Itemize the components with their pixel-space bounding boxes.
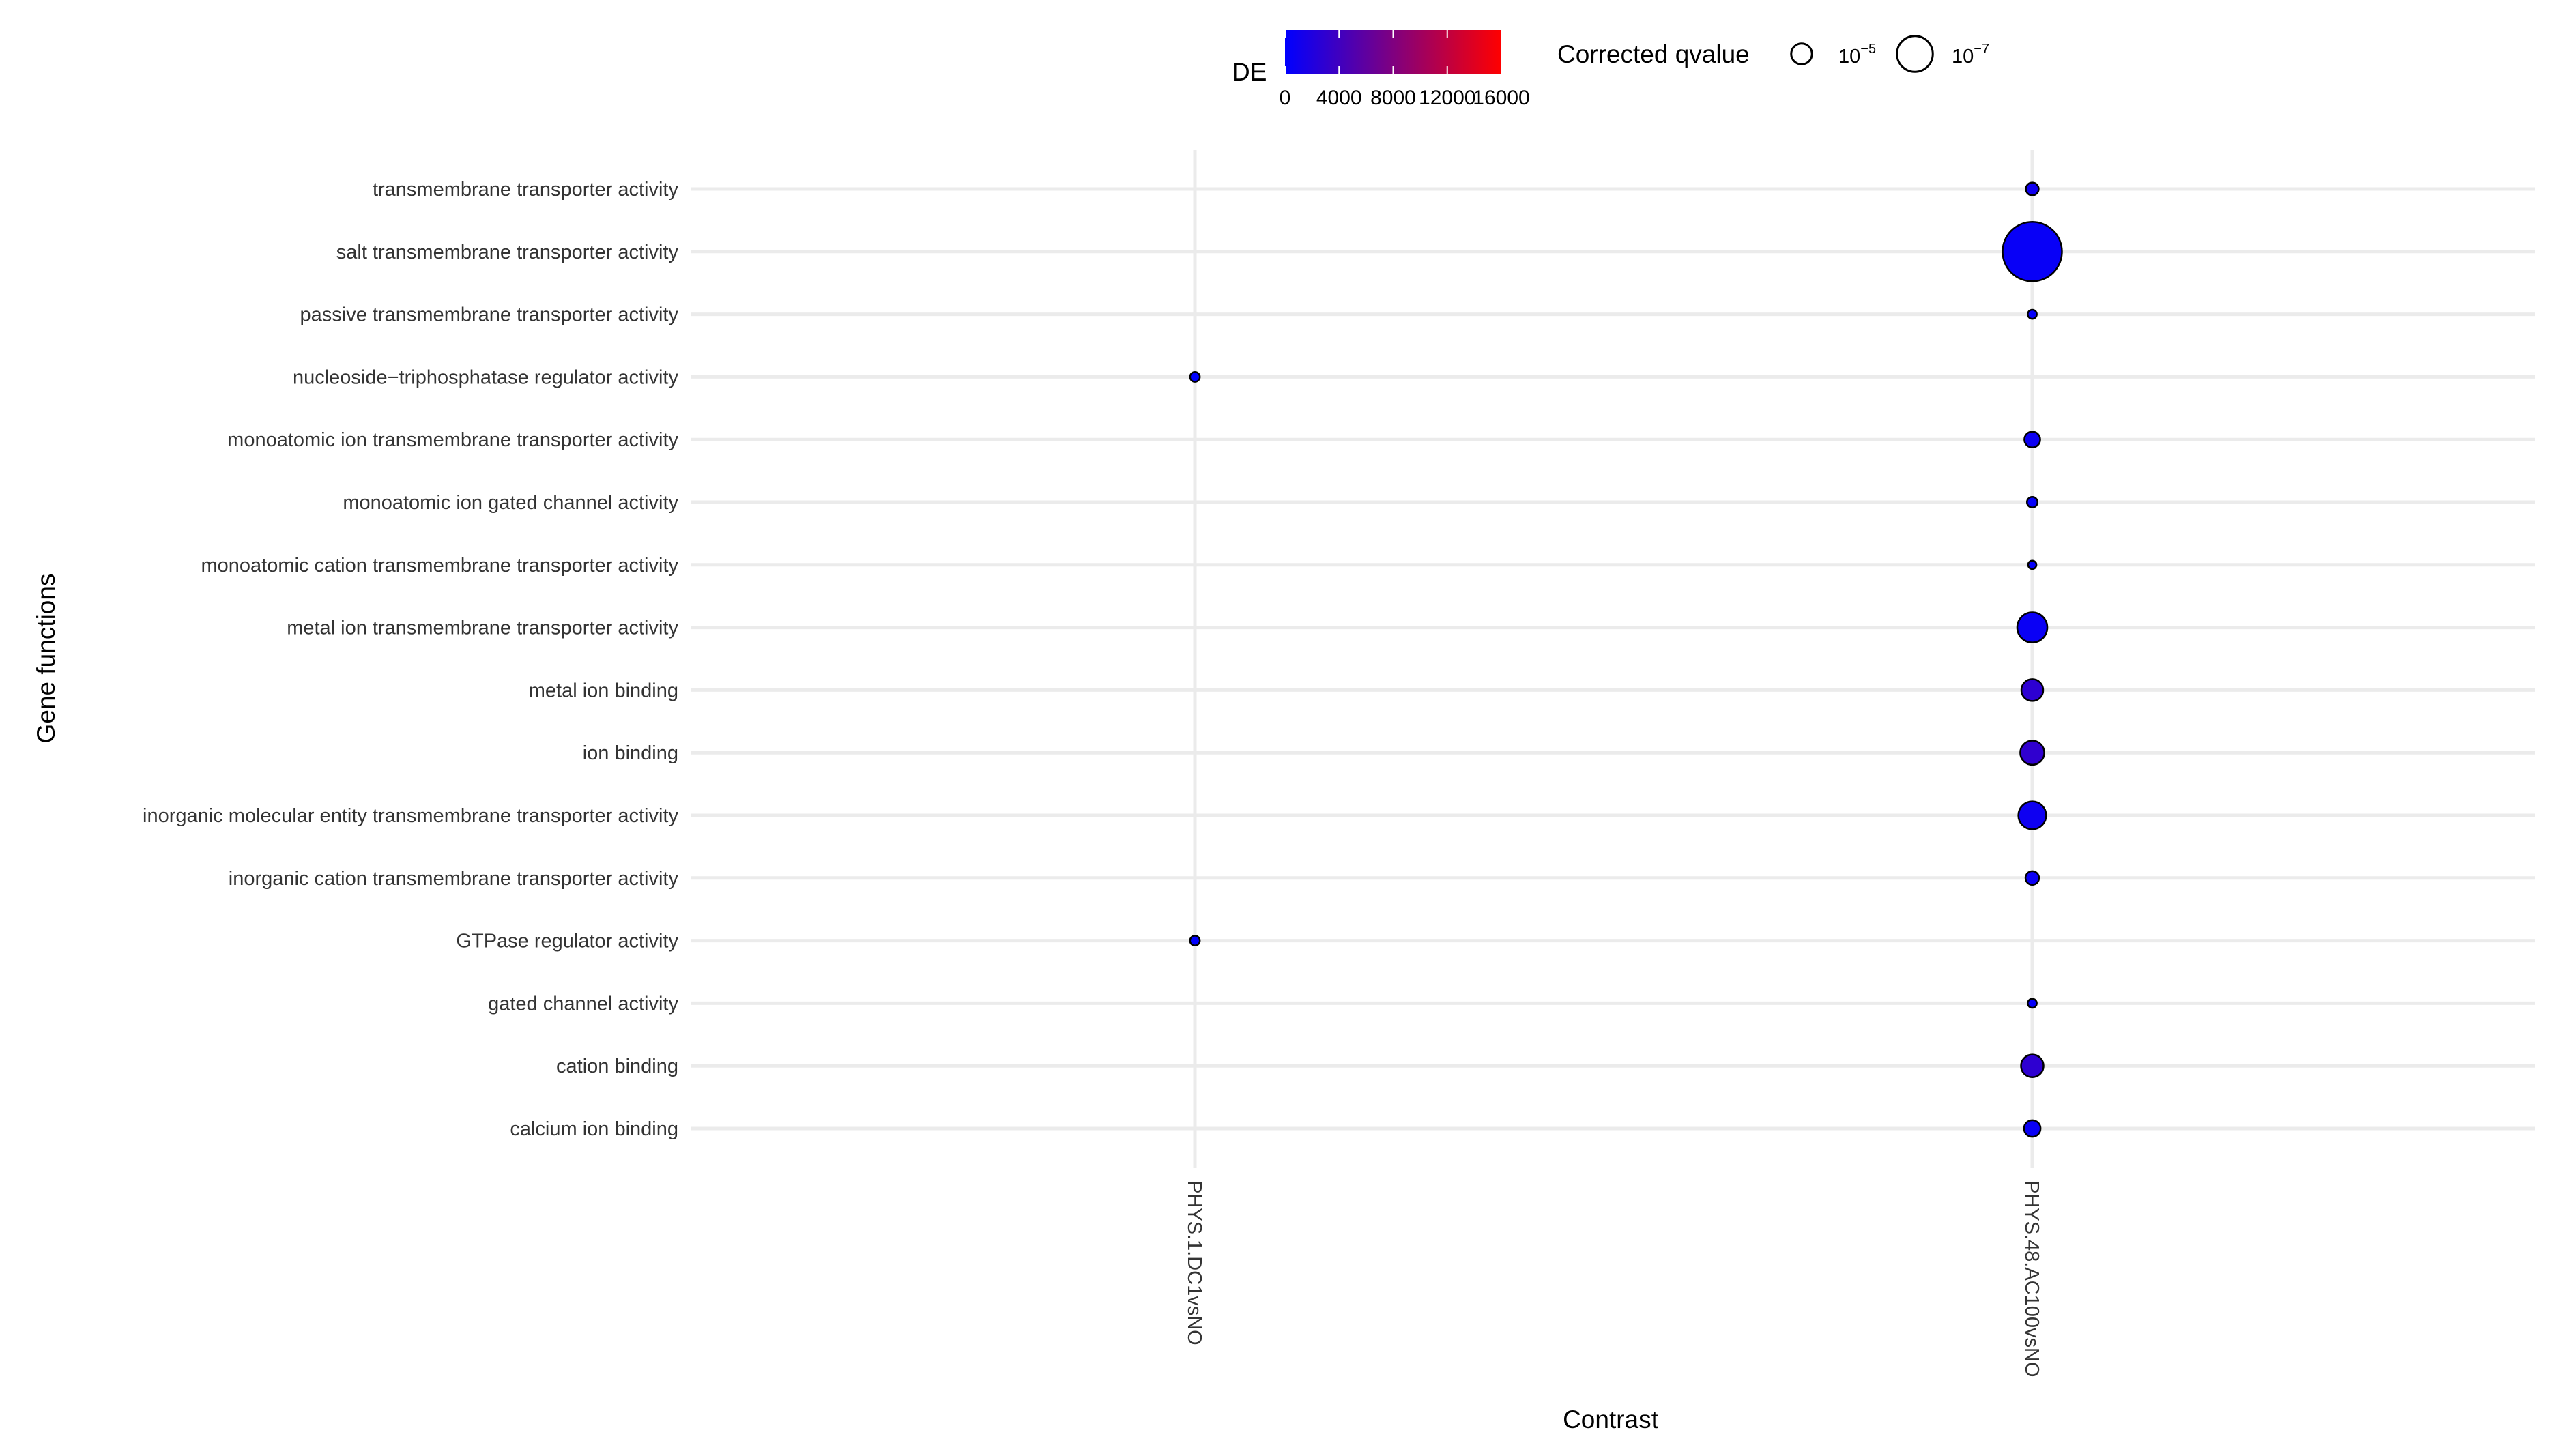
color-legend-tick-label: 0	[1280, 87, 1291, 109]
data-point	[2020, 678, 2045, 702]
y-tick-label: monoatomic cation transmembrane transpor…	[201, 555, 678, 577]
y-tick-label: gated channel activity	[488, 993, 678, 1015]
y-tick-label: passive transmembrane transporter activi…	[300, 304, 679, 326]
data-point	[2017, 800, 2047, 830]
data-point	[1189, 935, 1201, 947]
data-point	[2002, 221, 2063, 282]
size-legend-label: 10−5	[1838, 42, 1876, 68]
y-tick-label: inorganic molecular entity transmembrane…	[143, 805, 678, 827]
data-point	[2026, 496, 2038, 508]
data-point	[2024, 870, 2040, 886]
data-point	[1189, 370, 1201, 383]
data-point	[2016, 611, 2049, 643]
data-point	[2023, 1119, 2042, 1138]
color-legend-tick-label: 8000	[1370, 87, 1416, 109]
y-tick-label: inorganic cation transmembrane transport…	[229, 868, 679, 890]
data-point	[2027, 559, 2038, 570]
color-legend-tick-label: 4000	[1316, 87, 1362, 109]
y-tick-label: ion binding	[583, 742, 678, 764]
data-point	[2023, 431, 2041, 449]
size-legend-entries: 10−5 10−7	[1790, 35, 1989, 73]
x-tick-label: PHYS.1.DC1vsNO	[1183, 1180, 1205, 1345]
y-axis-tick-labels: transmembrane transporter activity salt t…	[143, 179, 678, 1140]
size-legend-label: 10−7	[1952, 42, 1989, 68]
y-tick-label: monoatomic ion transmembrane transporter…	[227, 429, 678, 451]
data-point	[2020, 1053, 2045, 1078]
y-tick-label: salt transmembrane transporter activity	[336, 242, 679, 263]
color-legend-tick-label: 16000	[1473, 87, 1529, 109]
data-points	[1189, 181, 2063, 1138]
data-point	[2027, 308, 2038, 320]
y-axis-title: Gene functions	[32, 574, 60, 744]
x-axis-tick-labels: PHYS.1.DC1vsNO PHYS.48.AC100vsNO	[1183, 1180, 2042, 1378]
color-legend-title: DE	[1232, 58, 1267, 86]
data-point	[2025, 181, 2040, 196]
y-tick-label: calcium ion binding	[510, 1118, 678, 1140]
size-legend-circle	[1790, 42, 1813, 65]
y-tick-label: metal ion binding	[529, 680, 678, 701]
x-axis-title: Contrast	[1563, 1406, 1659, 1433]
y-tick-label: transmembrane transporter activity	[373, 179, 679, 201]
y-tick-label: monoatomic ion gated channel activity	[343, 492, 678, 514]
y-tick-label: cation binding	[556, 1055, 678, 1077]
y-tick-label: metal ion transmembrane transporter acti…	[287, 617, 678, 639]
grid-lines	[691, 150, 2535, 1168]
size-legend: Corrected qvalue 10−5 10−7	[1557, 35, 1989, 73]
y-tick-label: nucleoside−triphosphatase regulator acti…	[293, 366, 679, 388]
size-legend-circle	[1896, 35, 1934, 73]
data-point	[2019, 740, 2045, 766]
size-legend-title: Corrected qvalue	[1557, 40, 1750, 68]
y-tick-label: GTPase regulator activity	[456, 931, 678, 952]
color-legend-tick-label: 12000	[1419, 87, 1475, 109]
data-point	[2027, 998, 2038, 1009]
x-tick-label: PHYS.48.AC100vsNO	[2021, 1180, 2042, 1378]
